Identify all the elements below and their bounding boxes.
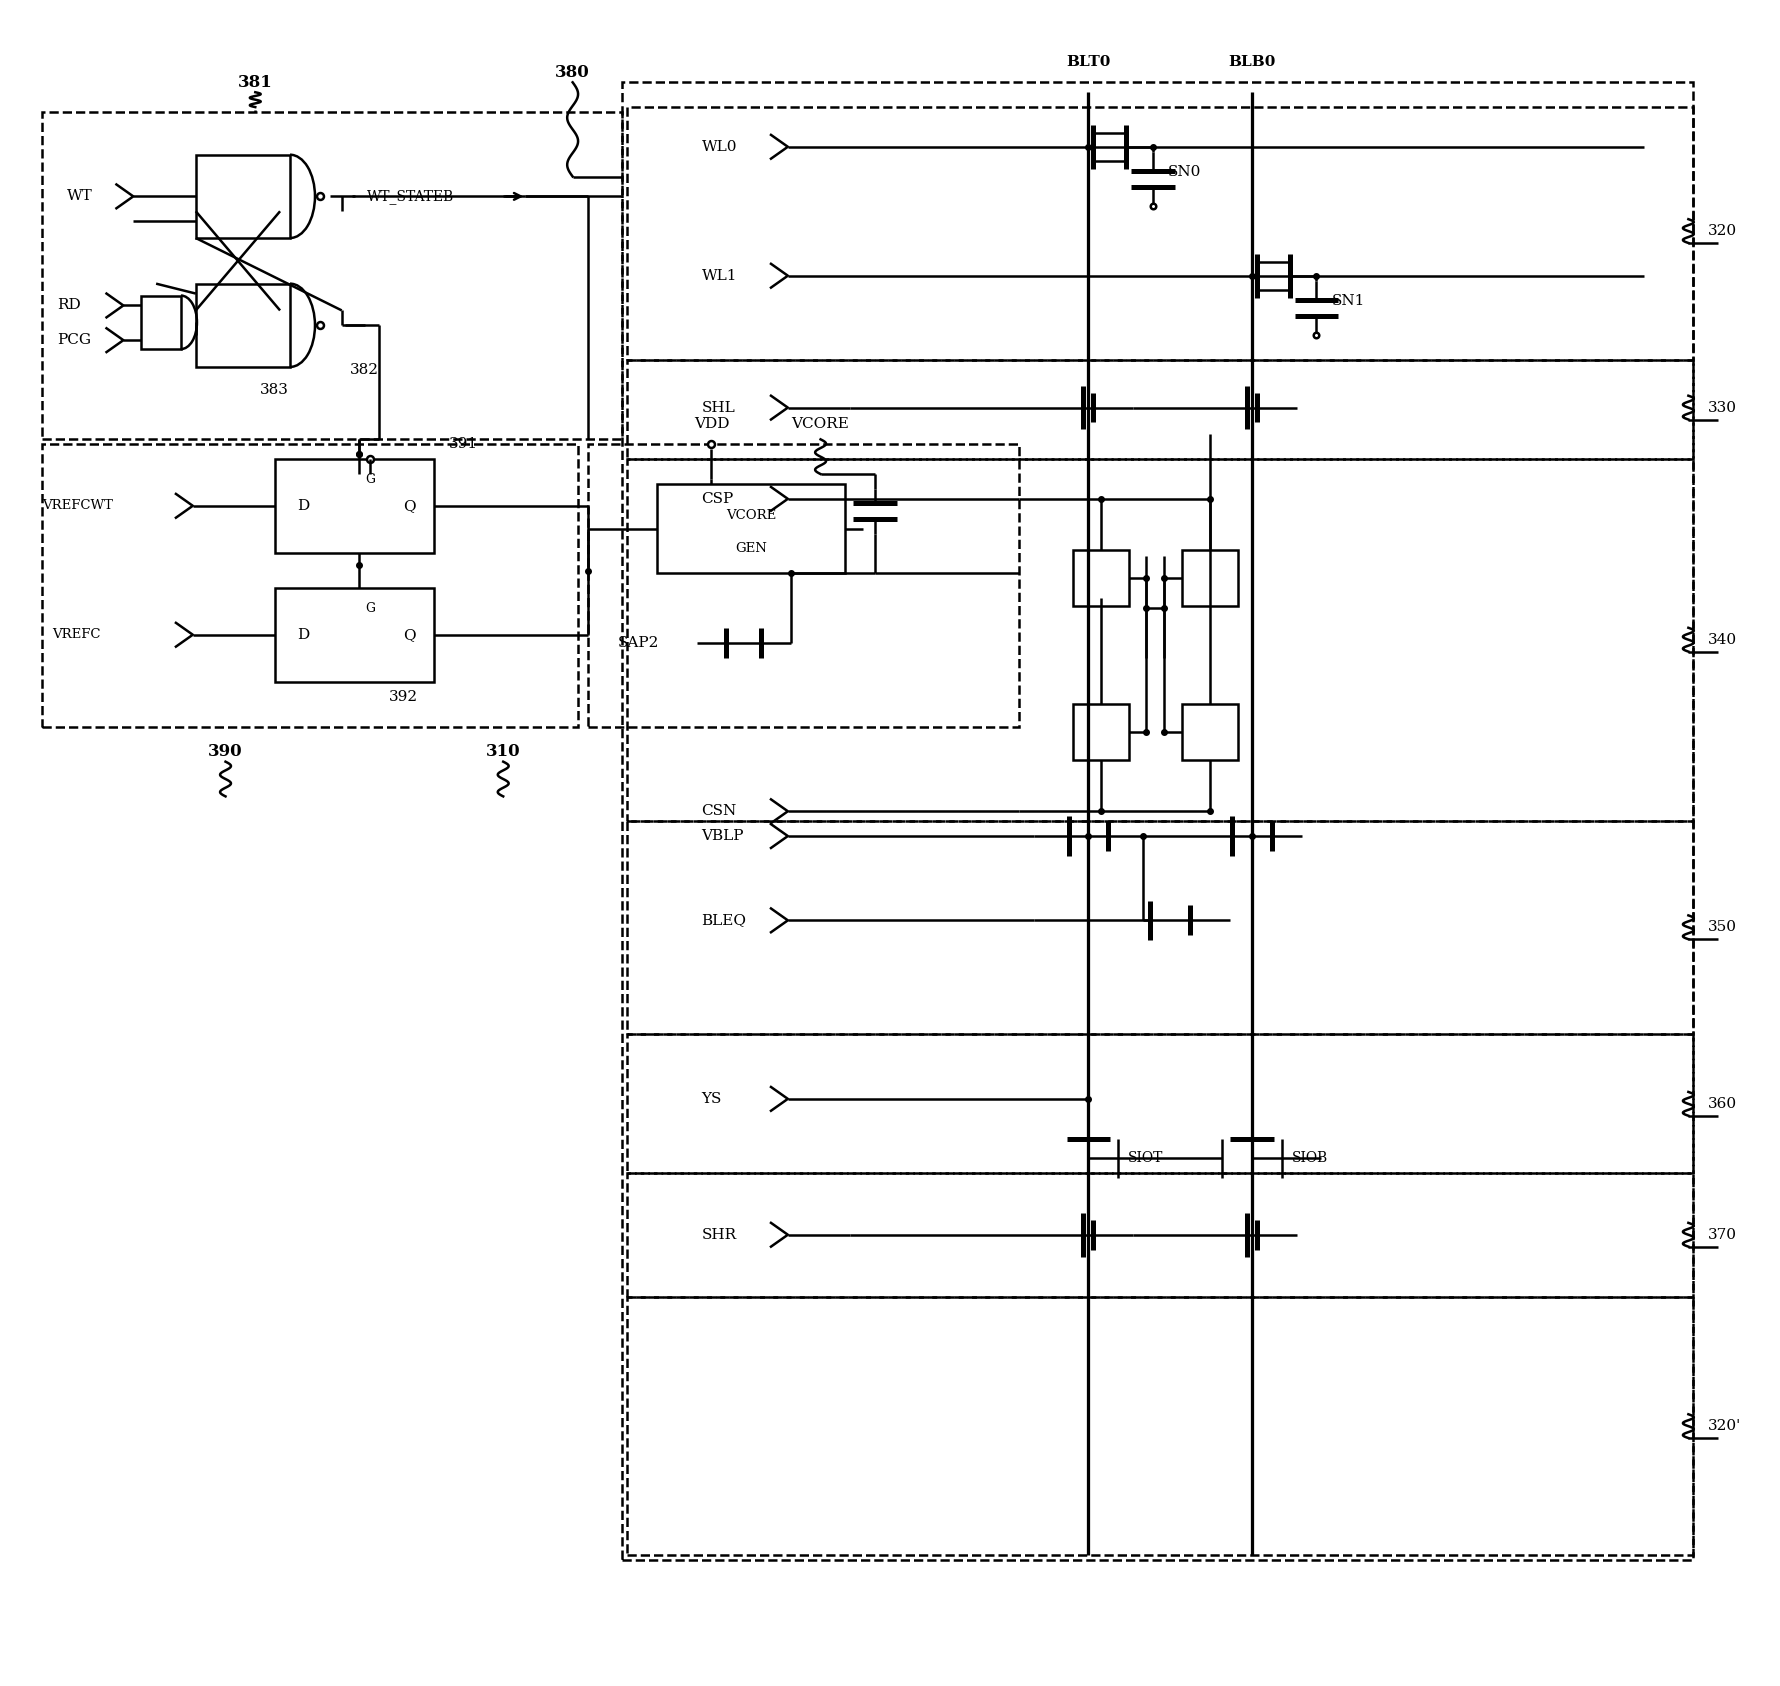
Text: BLEQ: BLEQ: [701, 914, 746, 927]
Bar: [627, 1173, 1693, 1297]
Text: PCG: PCG: [57, 334, 91, 347]
Text: VREFCWT: VREFCWT: [43, 499, 112, 513]
Text: VDD: VDD: [694, 418, 728, 432]
Bar: [196, 283, 290, 368]
Text: 320: 320: [1707, 224, 1736, 238]
Text: WT: WT: [68, 189, 93, 204]
Bar: [196, 155, 290, 238]
Text: G: G: [365, 474, 376, 487]
Bar: [627, 1297, 1693, 1554]
Text: 391: 391: [449, 437, 477, 452]
Text: SN0: SN0: [1168, 165, 1200, 179]
Bar: [43, 445, 577, 727]
Bar: [141, 295, 182, 349]
Text: 392: 392: [390, 690, 418, 705]
Text: VCORE: VCORE: [726, 509, 776, 521]
Bar: [587, 445, 1018, 727]
Text: CSP: CSP: [701, 492, 733, 506]
Text: SHR: SHR: [701, 1227, 737, 1243]
Bar: [274, 459, 434, 553]
Text: SIOB: SIOB: [1290, 1152, 1328, 1165]
Text: WL0: WL0: [701, 140, 737, 153]
Text: SAP2: SAP2: [618, 636, 659, 649]
Text: D: D: [297, 499, 310, 513]
Bar: [1182, 705, 1237, 760]
Bar: [1182, 550, 1237, 605]
Text: VBLP: VBLP: [701, 830, 744, 843]
Text: BLT0: BLT0: [1066, 56, 1111, 69]
Text: 310: 310: [486, 744, 520, 760]
Text: WL1: WL1: [701, 268, 737, 283]
Text: GEN: GEN: [735, 541, 767, 555]
Bar: [621, 83, 1693, 1560]
Text: Q: Q: [402, 499, 415, 513]
Text: SHL: SHL: [701, 401, 735, 415]
Text: 360: 360: [1707, 1098, 1736, 1111]
Text: D: D: [297, 629, 310, 642]
Text: Q: Q: [402, 629, 415, 642]
Bar: [627, 108, 1693, 361]
Text: YS: YS: [701, 1093, 721, 1106]
Text: 382: 382: [349, 362, 379, 378]
Bar: [627, 459, 1693, 821]
Text: RD: RD: [57, 298, 80, 312]
Text: VREFC: VREFC: [52, 629, 100, 641]
Text: SN1: SN1: [1331, 293, 1363, 307]
Text: 350: 350: [1707, 921, 1736, 934]
Bar: [627, 821, 1693, 1035]
Text: 380: 380: [555, 64, 589, 81]
Text: 340: 340: [1707, 632, 1736, 647]
Bar: [627, 1035, 1693, 1173]
Bar: [657, 484, 845, 573]
Text: BLB0: BLB0: [1228, 56, 1274, 69]
Text: 390: 390: [208, 744, 242, 760]
Bar: [1072, 550, 1129, 605]
Bar: [274, 588, 434, 683]
Bar: [1072, 705, 1129, 760]
Text: 320': 320': [1707, 1420, 1741, 1433]
Text: 383: 383: [260, 383, 288, 396]
Text: 330: 330: [1707, 401, 1736, 415]
Text: 370: 370: [1707, 1227, 1736, 1243]
Text: 381: 381: [239, 74, 272, 91]
Text: VCORE: VCORE: [790, 418, 849, 432]
Text: WT_STATEB: WT_STATEB: [367, 189, 454, 204]
Text: SIOT: SIOT: [1127, 1152, 1162, 1165]
Bar: [627, 361, 1693, 459]
Bar: [43, 111, 621, 440]
Text: CSN: CSN: [701, 804, 737, 818]
Text: G: G: [365, 602, 376, 615]
